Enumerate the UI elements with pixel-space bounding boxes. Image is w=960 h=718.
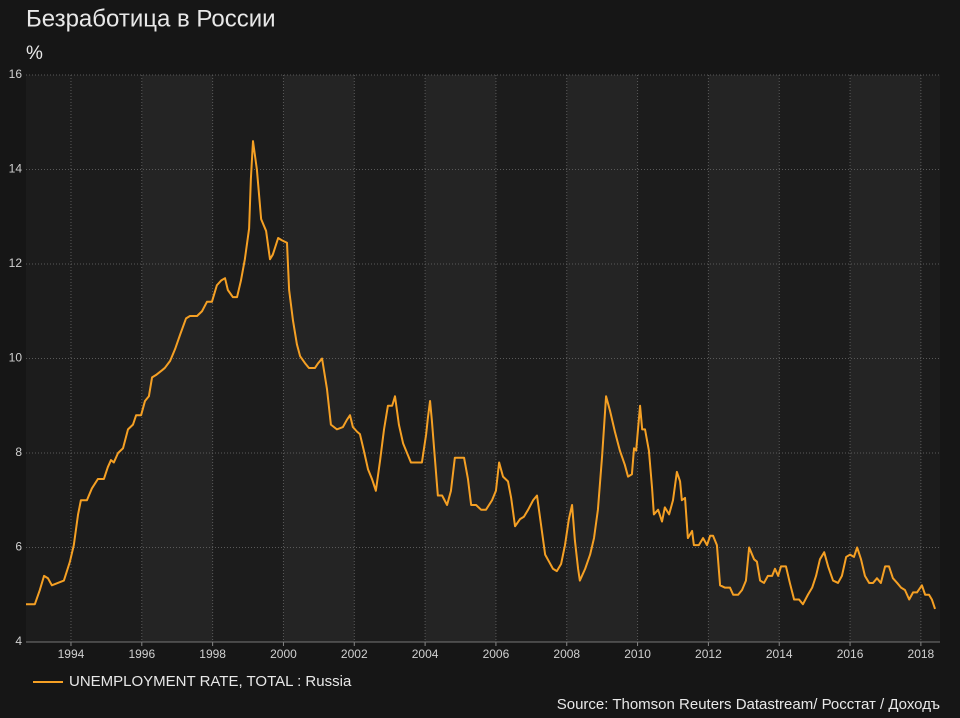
x-tick-label: 2006 bbox=[483, 647, 510, 661]
y-tick-label: 6 bbox=[15, 540, 22, 554]
band bbox=[283, 75, 355, 642]
y-tick-label: 16 bbox=[9, 67, 23, 81]
x-tick-label: 2012 bbox=[695, 647, 722, 661]
x-tick-label: 1998 bbox=[199, 647, 226, 661]
data-line bbox=[26, 140, 936, 610]
source-note: Source: Thomson Reuters Datastream/ Росс… bbox=[557, 696, 940, 713]
x-tick-label: 1996 bbox=[128, 647, 155, 661]
x-tick-label: 2008 bbox=[553, 647, 580, 661]
x-tick-label: 1994 bbox=[58, 647, 85, 661]
x-tick-label: 2004 bbox=[412, 647, 439, 661]
y-axis-label: % bbox=[26, 43, 43, 64]
y-tick-label: 14 bbox=[9, 162, 23, 176]
y-tick-label: 10 bbox=[9, 351, 23, 365]
y-tick-label: 4 bbox=[15, 634, 22, 648]
y-tick-label: 12 bbox=[9, 256, 23, 270]
x-tick-label: 2010 bbox=[624, 647, 651, 661]
x-tick-label: 2018 bbox=[908, 647, 935, 661]
band bbox=[850, 75, 921, 642]
y-tick-label: 8 bbox=[15, 445, 22, 459]
band bbox=[425, 75, 496, 642]
legend-label: UNEMPLOYMENT RATE, TOTAL : Russia bbox=[69, 673, 352, 690]
x-tick-label: 2000 bbox=[270, 647, 297, 661]
x-tick-label: 2016 bbox=[837, 647, 864, 661]
x-tick-label: 2014 bbox=[766, 647, 793, 661]
x-tick-label: 2002 bbox=[341, 647, 368, 661]
chart-title: Безработица в России bbox=[26, 5, 276, 32]
